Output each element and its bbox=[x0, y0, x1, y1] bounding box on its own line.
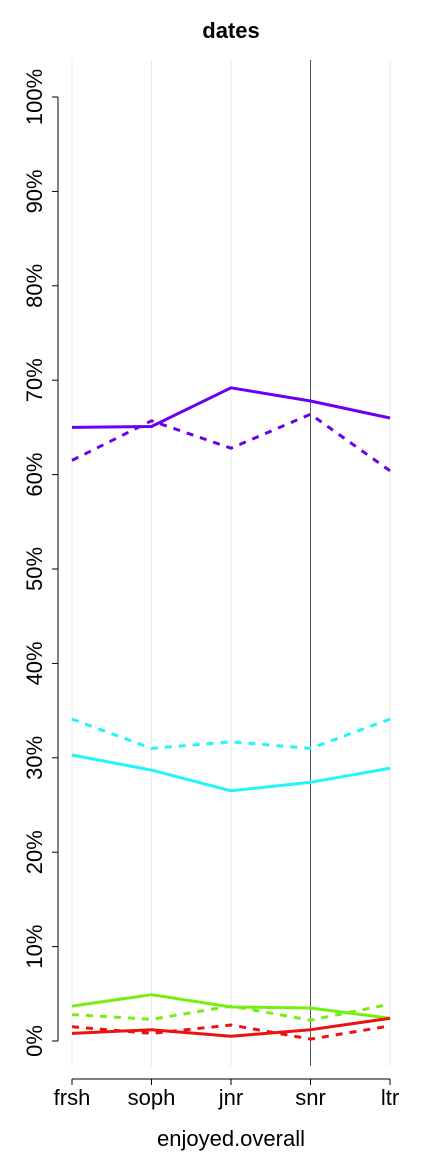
series-line-0-solid bbox=[71, 386, 391, 429]
y-tick-label: 10% bbox=[22, 925, 47, 969]
x-tick-label: soph bbox=[128, 1085, 176, 1110]
y-tick-label: 30% bbox=[22, 736, 47, 780]
series-line-2-solid bbox=[71, 753, 391, 793]
series-layer bbox=[71, 386, 391, 1041]
y-tick-label: 60% bbox=[22, 453, 47, 497]
y-tick-label: 0% bbox=[22, 1025, 47, 1057]
x-axis-label: enjoyed.overall bbox=[157, 1126, 305, 1151]
x-tick-label: frsh bbox=[54, 1085, 91, 1110]
y-tick-label: 100% bbox=[22, 69, 47, 125]
y-tick-label: 70% bbox=[22, 358, 47, 402]
axes: frsh soph jnr snr ltr 0% 10% 20% 30% 40% 50% 60% 70%… bbox=[22, 69, 399, 1110]
chart-title: dates bbox=[202, 18, 259, 43]
y-tick-label: 80% bbox=[22, 264, 47, 308]
x-tick-label: jnr bbox=[218, 1085, 243, 1110]
y-tick-label: 50% bbox=[22, 547, 47, 591]
x-tick-label: ltr bbox=[381, 1085, 399, 1110]
y-tick-label: 20% bbox=[22, 830, 47, 874]
y-tick-label: 90% bbox=[22, 169, 47, 213]
series-line-5-dashed bbox=[71, 1002, 391, 1022]
series-line-3-dashed bbox=[71, 717, 391, 750]
grid-layer bbox=[71, 60, 391, 1066]
series-line-6-solid bbox=[71, 1016, 391, 1038]
y-tick-label: 40% bbox=[22, 641, 47, 685]
series-line-1-dashed bbox=[71, 412, 391, 473]
series-line-7-dashed bbox=[71, 1023, 391, 1041]
x-tick-label: snr bbox=[295, 1085, 326, 1110]
